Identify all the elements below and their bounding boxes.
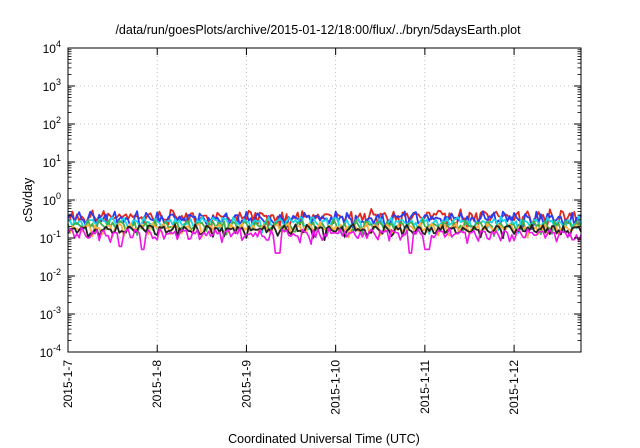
y-axis: 104 103 102 101 100 10-1 10-2 10-3 10-4 (40, 39, 581, 360)
chart-title: /data/run/goesPlots/archive/2015-01-12/1… (115, 23, 521, 37)
grid (68, 48, 581, 352)
y-tick-label: 101 (43, 153, 61, 170)
x-tick-label: 2015-1-10 (329, 360, 343, 415)
series-line (67, 207, 582, 233)
y-axis-label: cSv/day (21, 177, 35, 222)
series-line (67, 223, 582, 242)
y-tick-label: 10-3 (40, 305, 61, 322)
y-tick-label: 10-2 (40, 267, 61, 284)
y-tick-label: 102 (43, 115, 61, 132)
x-tick-label: 2015-1-8 (150, 360, 164, 408)
y-tick-label: 103 (43, 77, 61, 94)
series-line (67, 226, 582, 254)
x-tick-label: 2015-1-7 (61, 360, 75, 408)
x-axis-label: Coordinated Universal Time (UTC) (228, 432, 420, 446)
series-lines (67, 207, 582, 254)
x-axis: 2015-1-7 2015-1-8 2015-1-9 2015-1-10 2015-1-… (61, 48, 521, 415)
y-tick-label: 10-1 (40, 229, 61, 246)
y-tick-label: 100 (43, 191, 61, 208)
y-tick-label: 104 (43, 39, 61, 56)
x-tick-label: 2015-1-12 (507, 360, 521, 415)
x-tick-label: 2015-1-9 (239, 360, 253, 408)
x-tick-label: 2015-1-11 (418, 360, 432, 414)
y-tick-label: 10-4 (40, 343, 61, 360)
